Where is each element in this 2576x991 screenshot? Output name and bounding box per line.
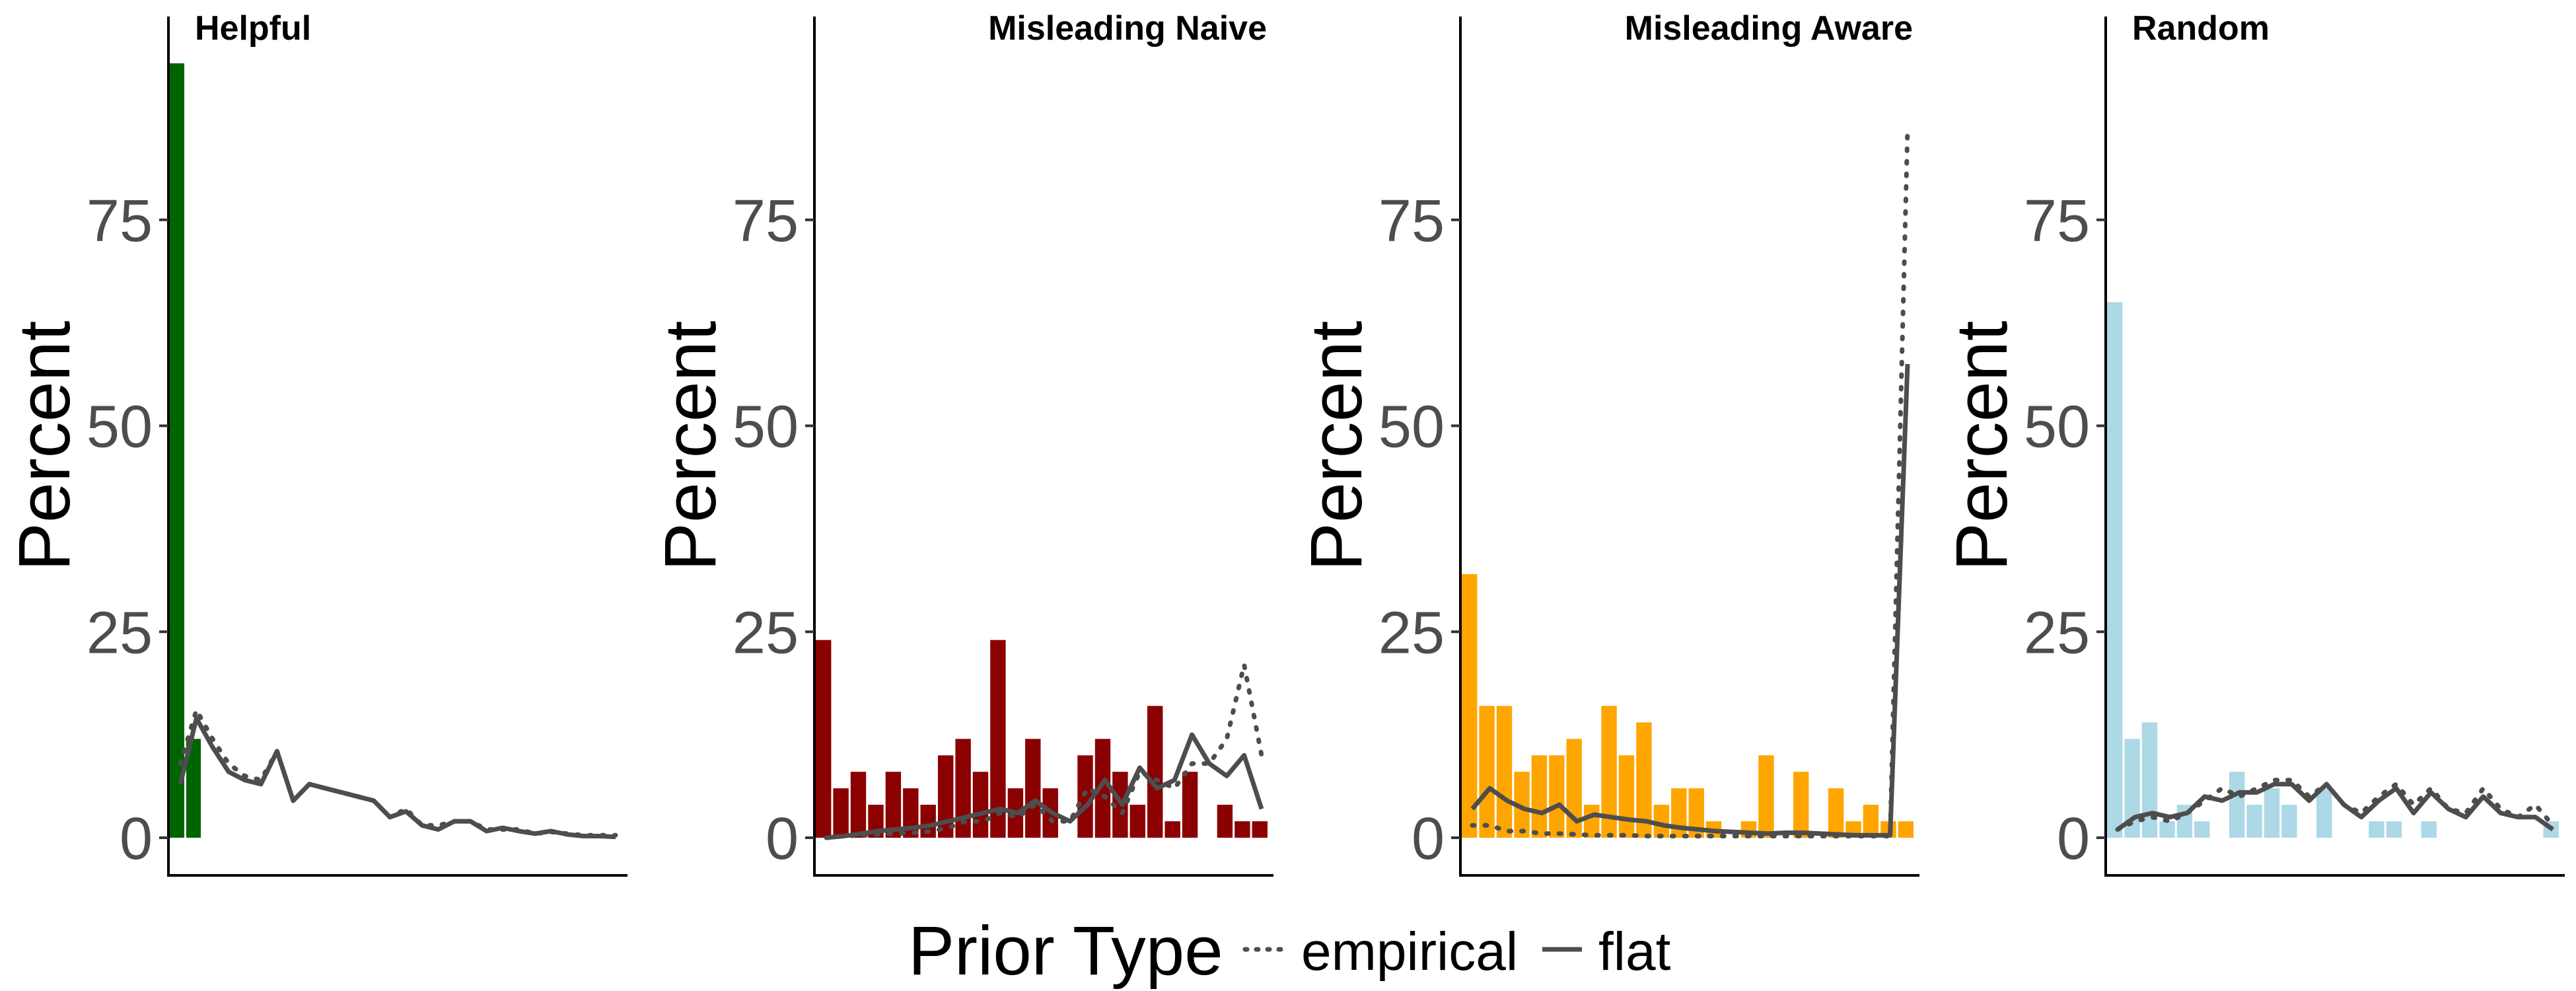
y-tick-label-helpful-50: 50 bbox=[87, 394, 153, 460]
bar-misleading-aware-4 bbox=[1514, 772, 1530, 838]
y-tick-label-helpful-75: 75 bbox=[87, 188, 153, 254]
bar-misleading-naive-2 bbox=[833, 788, 849, 838]
line-misleading-aware-flat bbox=[1470, 363, 1910, 838]
bar-misleading-naive-3 bbox=[850, 772, 867, 838]
bar-misleading-naive-1 bbox=[816, 640, 832, 838]
bar-random-3 bbox=[2141, 722, 2158, 838]
bar-misleading-aware-14 bbox=[1688, 788, 1704, 838]
bar-misleading-naive-7 bbox=[920, 805, 936, 838]
bar-misleading-aware-12 bbox=[1653, 805, 1670, 838]
y-tick-label-helpful-25: 25 bbox=[87, 600, 153, 666]
y-tick-label-misleading-aware-75: 75 bbox=[1378, 188, 1445, 254]
bar-misleading-aware-18 bbox=[1758, 755, 1774, 838]
bar-misleading-naive-11 bbox=[990, 640, 1006, 838]
bar-random-19 bbox=[2421, 821, 2437, 838]
bar-helpful-2 bbox=[186, 739, 201, 838]
panel-title-misleading-naive: Misleading Naive bbox=[988, 9, 1267, 48]
line-helpful-flat bbox=[178, 716, 616, 840]
y-tick-label-misleading-naive-50: 50 bbox=[733, 394, 799, 460]
bar-random-13 bbox=[2316, 788, 2332, 838]
y-axis-title-misleading-aware: Percent bbox=[1296, 320, 1377, 571]
bar-misleading-aware-20 bbox=[1793, 772, 1809, 838]
bar-random-8 bbox=[2229, 772, 2245, 838]
y-axis-title-helpful: Percent bbox=[4, 320, 85, 571]
bar-misleading-naive-9 bbox=[955, 739, 971, 838]
bar-misleading-naive-13 bbox=[1025, 739, 1041, 838]
y-tick-label-random-25: 25 bbox=[2024, 600, 2090, 666]
y-tick-label-misleading-naive-0: 0 bbox=[766, 806, 799, 872]
bar-misleading-aware-6 bbox=[1549, 755, 1565, 838]
panel-title-random: Random bbox=[2132, 9, 2270, 48]
bar-misleading-aware-24 bbox=[1863, 805, 1879, 838]
bar-random-17 bbox=[2386, 821, 2402, 838]
bar-misleading-naive-21 bbox=[1164, 821, 1180, 838]
panel-title-helpful: Helpful bbox=[195, 9, 311, 48]
bar-misleading-naive-5 bbox=[885, 772, 902, 838]
y-axis-title-random: Percent bbox=[1941, 320, 2022, 571]
bar-misleading-naive-10 bbox=[972, 772, 989, 838]
bar-random-4 bbox=[2159, 821, 2175, 838]
legend-label-flat: flat bbox=[1598, 922, 1671, 982]
y-tick-label-misleading-naive-25: 25 bbox=[733, 600, 799, 666]
bar-misleading-naive-17 bbox=[1094, 739, 1111, 838]
bar-misleading-aware-2 bbox=[1479, 706, 1495, 838]
bar-random-9 bbox=[2246, 805, 2262, 838]
bar-misleading-naive-26 bbox=[1252, 821, 1268, 838]
bar-misleading-aware-11 bbox=[1636, 722, 1652, 838]
bar-misleading-aware-3 bbox=[1496, 706, 1513, 838]
line-random-flat bbox=[2116, 782, 2555, 832]
bar-misleading-aware-5 bbox=[1531, 755, 1548, 838]
bar-misleading-aware-7 bbox=[1566, 739, 1582, 838]
y-tick-label-misleading-aware-0: 0 bbox=[1412, 806, 1445, 872]
facet-panels: 0255075PercentHelpful0255075PercentMisle… bbox=[4, 9, 2565, 877]
bar-misleading-aware-9 bbox=[1601, 706, 1617, 838]
bar-misleading-aware-26 bbox=[1898, 821, 1914, 838]
bar-random-16 bbox=[2369, 821, 2384, 838]
y-tick-label-helpful-0: 0 bbox=[120, 806, 153, 872]
bar-helpful-1 bbox=[170, 63, 184, 838]
legend: Prior Type empirical flat bbox=[908, 912, 1671, 990]
bar-misleading-aware-1 bbox=[1462, 574, 1478, 838]
bar-random-2 bbox=[2124, 739, 2140, 838]
y-tick-label-random-0: 0 bbox=[2057, 806, 2090, 872]
bar-misleading-naive-24 bbox=[1217, 805, 1233, 838]
y-tick-label-misleading-aware-25: 25 bbox=[1378, 600, 1445, 666]
bar-random-1 bbox=[2107, 302, 2123, 838]
line-misleading-naive-empirical bbox=[824, 662, 1264, 840]
bar-misleading-naive-22 bbox=[1182, 772, 1198, 838]
legend-title: Prior Type bbox=[908, 912, 1223, 990]
bar-misleading-aware-10 bbox=[1618, 755, 1635, 838]
y-tick-label-random-75: 75 bbox=[2024, 188, 2090, 254]
line-misleading-naive-flat bbox=[826, 732, 1264, 840]
line-misleading-aware-empirical bbox=[1470, 127, 1910, 838]
y-tick-label-misleading-aware-50: 50 bbox=[1378, 394, 1445, 460]
bar-misleading-naive-20 bbox=[1147, 706, 1163, 838]
y-tick-label-random-50: 50 bbox=[2024, 394, 2090, 460]
y-axis-title-misleading-naive: Percent bbox=[650, 320, 731, 571]
bar-misleading-naive-25 bbox=[1234, 821, 1250, 838]
bar-random-10 bbox=[2264, 788, 2280, 838]
y-tick-label-misleading-naive-75: 75 bbox=[733, 188, 799, 254]
bar-random-6 bbox=[2194, 821, 2210, 838]
bar-misleading-naive-8 bbox=[938, 755, 954, 838]
bar-random-11 bbox=[2281, 805, 2297, 838]
bar-misleading-naive-19 bbox=[1129, 805, 1145, 838]
legend-label-empirical: empirical bbox=[1301, 922, 1518, 982]
panel-title-misleading-aware: Misleading Aware bbox=[1625, 9, 1913, 48]
bar-misleading-aware-22 bbox=[1828, 788, 1844, 838]
